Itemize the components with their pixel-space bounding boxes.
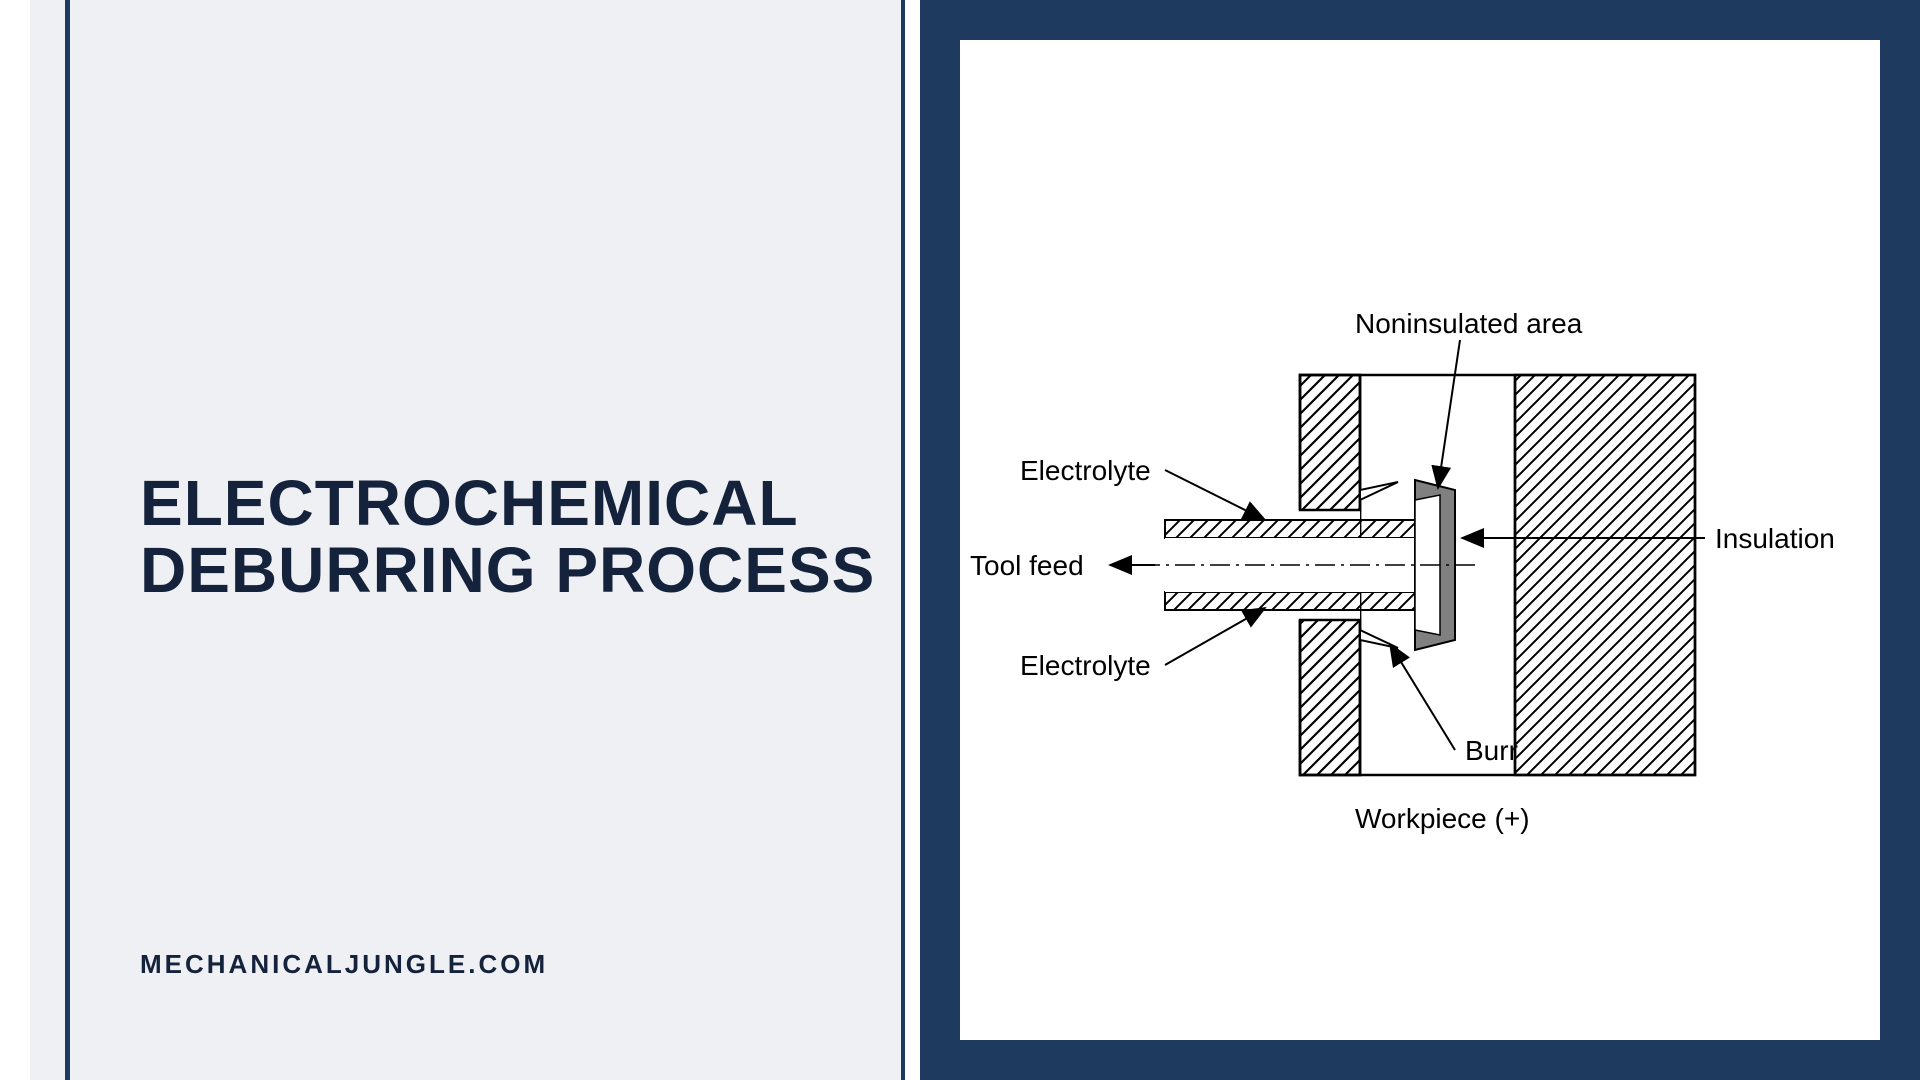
left-panel: ELECTROCHEMICAL DEBURRING PROCESS MECHAN… [0, 0, 920, 1080]
left-accent-bar [65, 0, 70, 1080]
page-title: ELECTROCHEMICAL DEBURRING PROCESS [140, 470, 875, 604]
label-insulation: Insulation [1715, 523, 1835, 555]
label-burr: Burr [1465, 735, 1518, 767]
title-line1: ELECTROCHEMICAL [140, 467, 799, 539]
label-workpiece: Workpiece (+) [1355, 803, 1530, 835]
title-line2: DEBURRING PROCESS [140, 534, 875, 606]
diagram-container: Noninsulated area Electrolyte Electrolyt… [960, 40, 1880, 1040]
label-tool-feed: Tool feed [970, 550, 1084, 582]
label-electrolyte-top: Electrolyte [1020, 455, 1151, 487]
label-noninsulated: Noninsulated area [1355, 308, 1582, 340]
label-electrolyte-bottom: Electrolyte [1020, 650, 1151, 682]
right-panel: Noninsulated area Electrolyte Electrolyt… [920, 0, 1920, 1080]
source-url: MECHANICALJUNGLE.COM [140, 949, 548, 980]
right-separator [901, 0, 905, 1080]
